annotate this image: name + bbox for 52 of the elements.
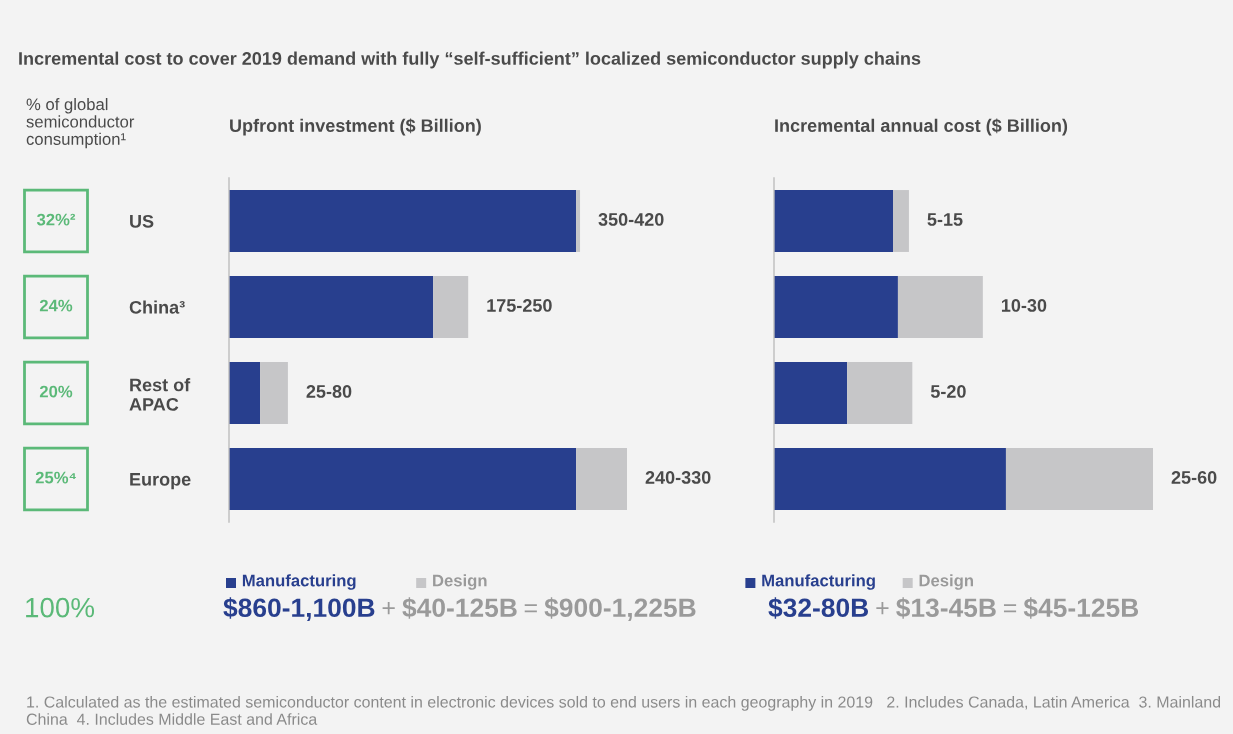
y-tick-label: Rest of APAC [129, 378, 191, 411]
text: Incremental cost to cover 2019 demand with fully “self-sufficient” localized semiconductor supply chains [19, 51, 921, 69]
bar [847, 362, 913, 424]
y-tick-label: Europe [130, 473, 191, 490]
bar [576, 448, 627, 510]
bar [229, 190, 577, 252]
text: 20% [39, 385, 73, 398]
total-label: 5-20 [930, 385, 966, 398]
text: = [1003, 604, 1017, 613]
legend-label: Manufacturing [762, 574, 875, 590]
text: 25%⁴ [35, 471, 76, 484]
legend-label: Design [919, 574, 973, 590]
chart-title: Incremental annual cost ($ Billion) [775, 118, 1068, 136]
text: 100% [26, 597, 95, 618]
bar [893, 190, 909, 252]
text: $32-80B [768, 597, 869, 619]
legend-label: Design [433, 574, 487, 590]
bar [897, 276, 983, 338]
bar [774, 276, 898, 338]
text: 32%² [36, 213, 76, 226]
text: $900-1,225B [544, 597, 696, 621]
bar [229, 276, 434, 338]
total-label: 5-15 [927, 213, 963, 226]
bar [260, 362, 288, 424]
total-label: 25-60 [1171, 471, 1217, 484]
total-label: 350-420 [598, 213, 664, 226]
bar [1005, 448, 1153, 510]
bar [774, 448, 1006, 510]
bar [433, 276, 469, 338]
bar [576, 190, 581, 252]
text: $40-125B [402, 597, 517, 619]
total-label: 175-250 [487, 299, 552, 312]
text: $13-45B [896, 597, 996, 619]
bar [229, 362, 261, 424]
bar [774, 362, 848, 424]
text: $45-125B [1023, 597, 1139, 619]
text: $860-1,100B [223, 597, 375, 621]
text: 1. Calculated as the estimated semiconductor content in electronic devices sold to end users in each geography in 2019 2. Includes Canada, Latin America 3. Mainland China 4. Includes Middle East and Africa [26, 695, 1221, 725]
legend-label: Manufacturing [242, 574, 356, 590]
y-tick-label: China³ [129, 300, 185, 314]
y-tick-label: US [130, 214, 154, 228]
total-label: 10-30 [1001, 299, 1047, 312]
text: 24% [39, 299, 73, 312]
chart-title: Upfront investment ($ Billion) [230, 118, 481, 136]
total-label: 240-330 [645, 471, 711, 484]
text: + [876, 602, 889, 615]
text: = [524, 604, 537, 613]
bar [774, 190, 894, 252]
bar [229, 448, 577, 510]
text: + [382, 602, 395, 615]
text: % of global semiconductor consumption¹ [26, 98, 135, 149]
total-label: 25-80 [306, 385, 352, 398]
